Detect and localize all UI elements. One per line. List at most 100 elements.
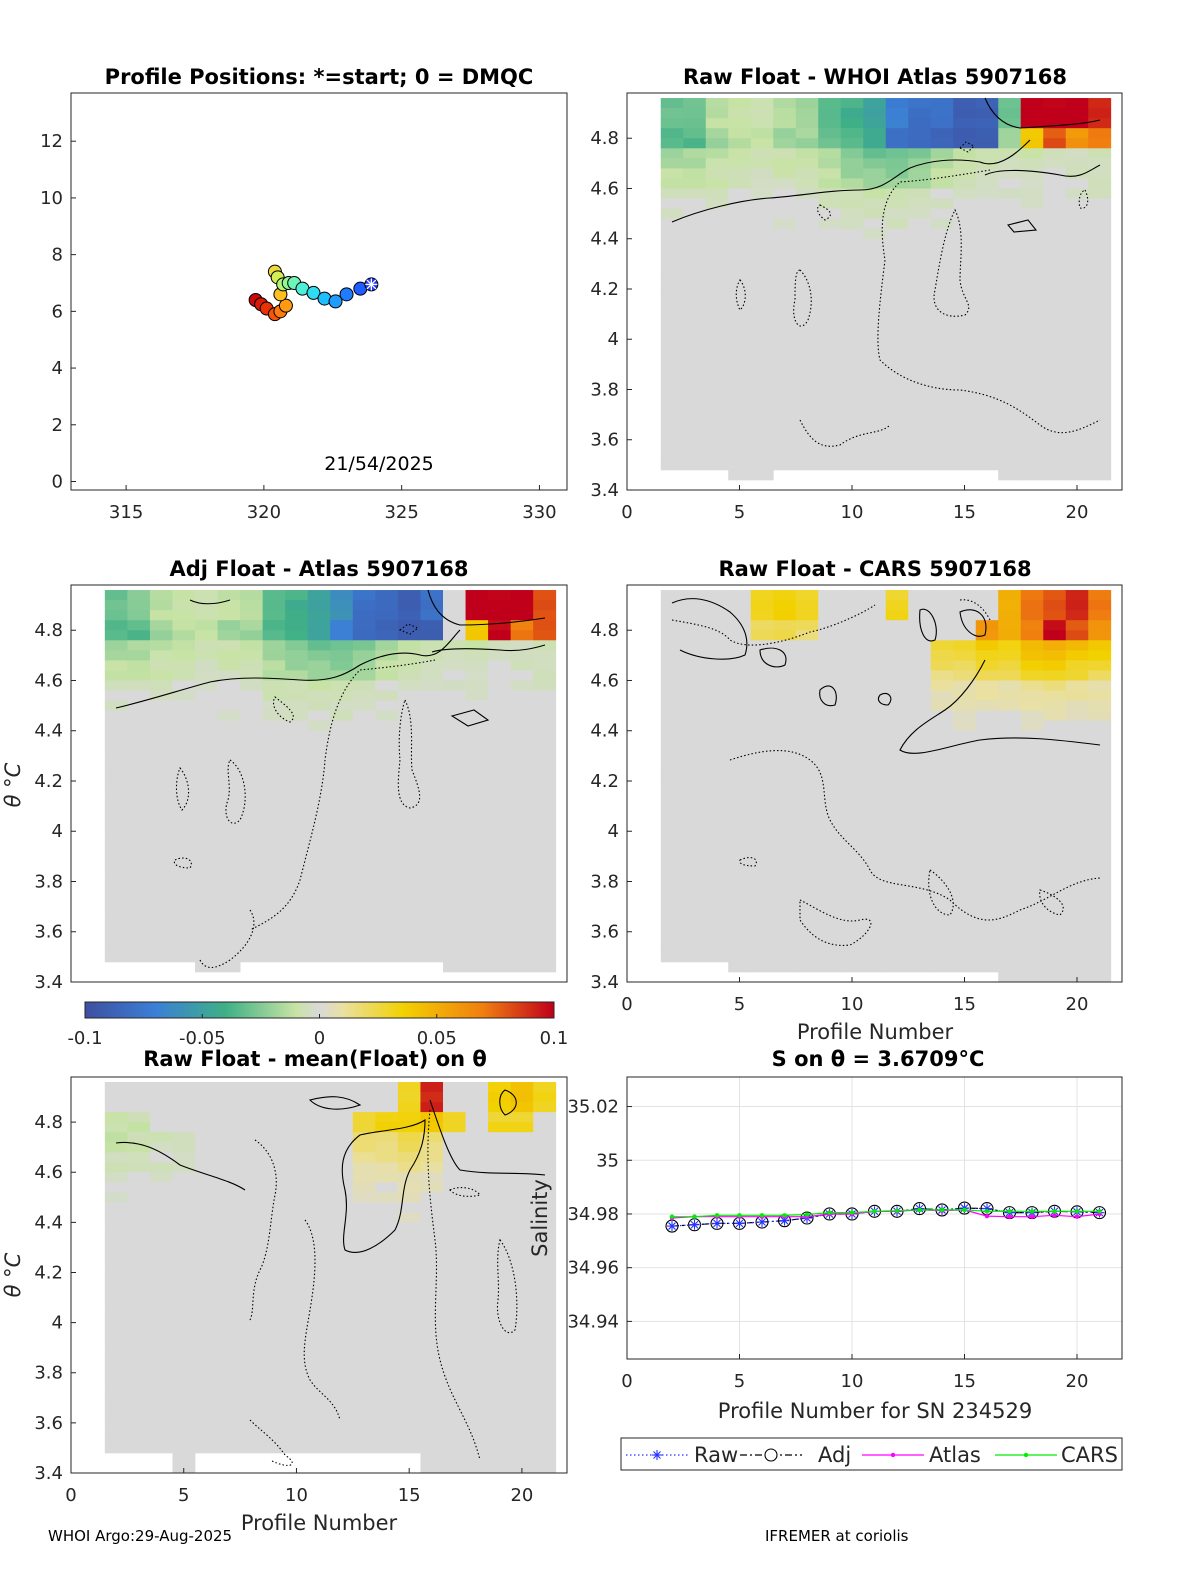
raw-cars-cell-p15-r2 (953, 610, 977, 621)
raw-mean-cell-p10-r2 (285, 1102, 309, 1113)
raw-mean-cell-p17-r12 (443, 1202, 466, 1213)
raw-cars-cell-p21-r36 (1088, 951, 1112, 963)
raw-mean-cell-p11-r21 (307, 1292, 331, 1303)
adj-atlas-cell-p18-r21 (465, 801, 489, 812)
raw-cars-cell-p21-r22 (1088, 811, 1112, 822)
adj-atlas-cell-p19-r14 (488, 730, 512, 742)
adj-atlas-cell-p9-r33 (262, 921, 286, 933)
raw-whoi-cell-p10-r2 (840, 118, 864, 129)
raw-whoi-cell-p2-r28 (660, 379, 684, 390)
raw-cars-cell-p7-r37 (773, 961, 797, 973)
raw-cars-cell-p18-r19 (1020, 780, 1044, 792)
raw-mean-cell-p16-r25 (420, 1332, 444, 1344)
adj-atlas-cell-p5-r24 (172, 831, 196, 842)
raw-whoi-cell-p13-r3 (908, 128, 932, 139)
raw-whoi-cell-p4-r21 (705, 309, 729, 320)
raw-whoi-cell-p2-r30 (660, 399, 684, 410)
raw-whoi-cell-p10-r1 (840, 108, 864, 119)
raw-cars-cell-p20-r14 (1065, 730, 1089, 742)
salinity-raw-point-3 (689, 1219, 700, 1230)
raw-whoi-cell-p18-r14 (1020, 238, 1044, 250)
adj-atlas-cell-p3-r30 (127, 891, 151, 902)
raw-cars-cell-p3-r9 (683, 680, 707, 691)
raw-whoi-cell-p19-r3 (1043, 128, 1067, 139)
raw-cars-cell-p15-r4 (953, 630, 977, 641)
raw-mean-cell-p5-r30 (172, 1382, 196, 1394)
raw-cars-cell-p6-r0 (750, 590, 774, 601)
raw-mean-cell-p11-r26 (307, 1342, 331, 1354)
raw-cars-cell-p15-r30 (953, 891, 977, 902)
raw-mean-cell-p2-r7 (104, 1152, 128, 1163)
raw-mean-cell-p10-r35 (285, 1432, 309, 1444)
raw-whoi-cell-p10-r32 (840, 419, 864, 431)
adj-atlas-cell-p20-r14 (510, 730, 534, 742)
raw-mean-cell-p14-r26 (375, 1342, 399, 1354)
raw-mean-cell-p17-r7 (443, 1152, 466, 1163)
adj-atlas-cell-p9-r7 (262, 660, 286, 671)
raw-mean-cell-p21-r21 (533, 1292, 557, 1303)
raw-cars-cell-p15-r20 (953, 791, 977, 802)
raw-cars-cell-p9-r23 (818, 821, 842, 832)
adj-atlas-cell-p4-r9 (149, 680, 173, 691)
adj-atlas-cell-p6-r7 (195, 660, 218, 671)
raw-mean-cell-p15-r11 (397, 1192, 421, 1203)
adj-atlas-cell-p7-r32 (217, 911, 241, 923)
raw-cars-cell-p12-r27 (885, 861, 909, 872)
adj-atlas-cell-p2-r19 (104, 780, 128, 792)
raw-cars-cell-p8-r29 (795, 881, 819, 892)
raw-mean-cell-p20-r29 (510, 1372, 534, 1384)
raw-mean-cell-p16-r28 (420, 1362, 444, 1374)
raw-cars-cell-p19-r24 (1043, 831, 1067, 842)
raw-cars-cell-p8-r11 (795, 700, 819, 712)
raw-cars-cell-p2-r13 (660, 720, 684, 732)
raw-mean-cell-p14-r36 (375, 1442, 399, 1454)
adj-atlas-cell-p9-r26 (262, 851, 286, 862)
raw-cars-cell-p15-r24 (953, 831, 977, 842)
raw-whoi-cell-p2-r26 (660, 359, 684, 370)
raw-mean-cell-p17-r35 (443, 1432, 466, 1444)
raw-mean-cell-p8-r10 (240, 1182, 264, 1193)
raw-cars-cell-p8-r23 (795, 821, 819, 832)
raw-mean-cell-p10-r7 (285, 1152, 309, 1163)
raw-mean-cell-p17-r30 (443, 1382, 466, 1394)
raw-mean-cell-p5-r17 (172, 1252, 196, 1263)
raw-whoi-cell-p12-r5 (885, 148, 909, 159)
raw-cars-cell-p19-r31 (1043, 901, 1067, 913)
raw-mean-cell-p9-r7 (262, 1152, 286, 1163)
raw-mean-cell-p5-r16 (172, 1242, 196, 1253)
raw-cars-cell-p20-r5 (1065, 640, 1089, 651)
raw-mean-cell-p13-r9 (352, 1172, 376, 1183)
salinity-raw-point-4-stroke-3 (713, 1219, 721, 1228)
adj-atlas-cell-p5-r19 (172, 780, 196, 792)
raw-cars-cell-p6-r4 (750, 630, 774, 641)
raw-cars-cell-p8-r0 (795, 590, 819, 601)
adj-atlas-cell-p12-r4 (330, 630, 354, 641)
raw-mean-cell-p21-r18 (533, 1262, 557, 1273)
raw-whoi-cell-p21-r23 (1088, 329, 1112, 340)
raw-cars-cell-p10-r23 (840, 821, 864, 832)
raw-mean-cell-p18-r28 (465, 1362, 489, 1374)
adj-atlas-cell-p11-r36 (307, 951, 331, 963)
raw-whoi-cell-p12-r33 (885, 429, 909, 441)
raw-cars-cell-p8-r36 (795, 951, 819, 963)
raw-mean-cell-p10-r34 (285, 1422, 309, 1434)
raw-whoi-cell-p17-r31 (998, 409, 1022, 421)
raw-cars-cell-p3-r20 (683, 791, 707, 802)
raw-cars-cell-p9-r7 (818, 660, 842, 671)
raw-whoi-cell-p5-r28 (728, 379, 752, 390)
raw-whoi-cell-p9-r10 (818, 198, 842, 209)
raw-mean-cell-p6-r6 (195, 1142, 218, 1153)
raw-cars-cell-p20-r34 (1065, 931, 1089, 943)
raw-cars-cell-p10-r22 (840, 811, 864, 822)
raw-cars-cell-p17-r12 (998, 710, 1022, 722)
raw-whoi-cell-p8-r12 (795, 218, 819, 230)
raw-whoi-cell-p10-r28 (840, 379, 864, 390)
raw-cars-cell-p7-r28 (773, 871, 797, 882)
raw-mean-cell-p13-r8 (352, 1162, 376, 1173)
adj-atlas-cell-p14-r8 (375, 670, 399, 681)
raw-mean-ytick-label-7: 4.8 (34, 1112, 63, 1133)
raw-whoi-cell-p13-r34 (908, 439, 932, 451)
raw-mean-cell-p15-r29 (397, 1372, 421, 1384)
adj-atlas-cell-p16-r1 (420, 600, 444, 611)
raw-cars-cell-p2-r5 (660, 640, 684, 651)
